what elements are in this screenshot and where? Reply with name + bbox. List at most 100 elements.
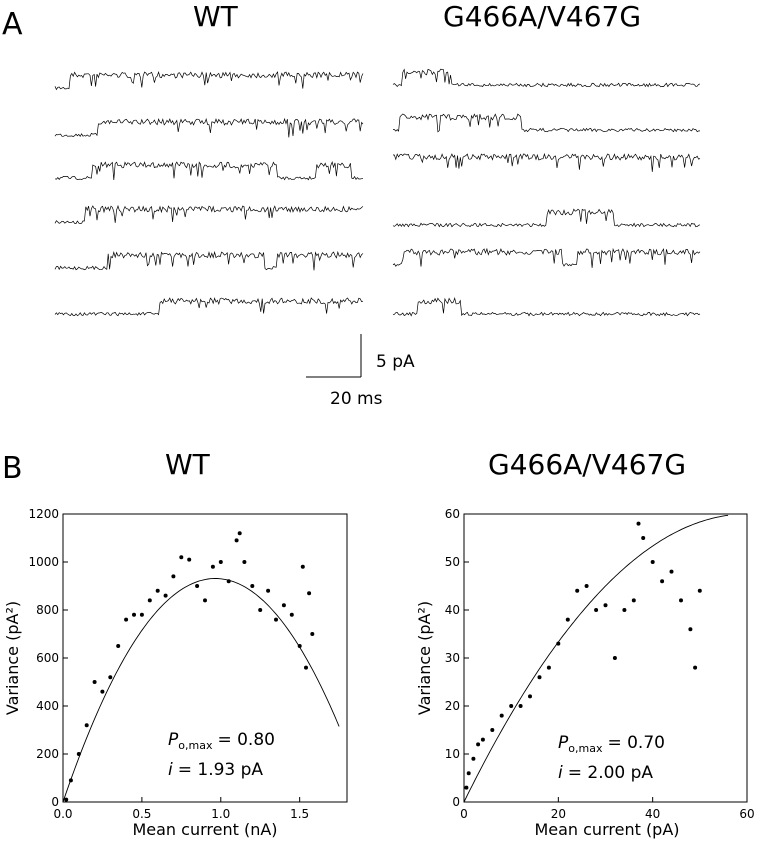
y-tick-label: 600 — [36, 651, 59, 665]
x-tick-label: 0.0 — [53, 807, 72, 821]
wt-x-axis-title: Mean current (nA) — [132, 820, 277, 839]
data-point — [147, 598, 152, 603]
mutant-trace — [392, 68, 701, 88]
scale-bar-time-label: 20 ms — [330, 389, 383, 409]
data-point — [490, 728, 495, 732]
mutant-y-axis: 0 10 20 30 40 50 60 — [445, 507, 469, 809]
x-tick-label: 0 — [460, 807, 468, 821]
x-tick-label: 1.5 — [290, 807, 309, 821]
data-point — [76, 752, 81, 756]
data-point — [480, 737, 485, 742]
data-point — [210, 564, 215, 569]
wt-chart-frame — [62, 513, 348, 803]
y-tick-label: 1000 — [28, 555, 59, 569]
data-point — [242, 560, 247, 564]
data-point — [310, 632, 315, 636]
data-point — [124, 617, 129, 622]
wt-y-axis-title: Variance (pA²) — [3, 601, 22, 715]
wt-fit-curve — [62, 578, 340, 803]
data-point — [464, 785, 469, 790]
data-point — [518, 704, 523, 708]
data-point — [132, 612, 136, 617]
wt-data-points — [64, 531, 315, 802]
data-point — [631, 598, 636, 603]
data-point — [116, 644, 121, 648]
data-point — [679, 598, 683, 603]
x-tick-label: 1.0 — [211, 807, 230, 821]
y-tick-label: 30 — [445, 651, 460, 665]
x-tick-label: 60 — [739, 807, 754, 821]
data-point — [203, 598, 207, 603]
panel-b-title-mutant: G466A/V467G — [488, 448, 686, 481]
data-point — [155, 588, 160, 593]
data-point — [471, 756, 476, 761]
data-point — [565, 617, 570, 622]
mutant-y-axis-title: Variance (pA²) — [415, 601, 434, 715]
data-point — [92, 680, 97, 684]
mutant-trace — [392, 247, 701, 268]
y-tick-label: 60 — [445, 507, 460, 521]
mutant-x-axis-title: Mean current (pA) — [534, 820, 679, 839]
wt-trace — [54, 117, 364, 138]
mutant-chart-frame — [463, 513, 748, 803]
data-point — [234, 538, 239, 543]
data-point — [636, 521, 641, 526]
y-tick-label: 800 — [36, 603, 59, 617]
wt-trace — [54, 161, 364, 181]
data-point — [304, 665, 308, 670]
scale-bar: 5 pA 20 ms — [306, 334, 415, 409]
y-tick-label: 40 — [445, 603, 460, 617]
data-point — [660, 579, 665, 584]
data-point — [300, 564, 305, 569]
y-tick-label: 10 — [445, 747, 460, 761]
wt-i-annotation: i = 1.93 pA — [168, 760, 263, 780]
data-point — [584, 584, 589, 588]
mutant-i-annotation: i = 2.00 pA — [558, 763, 653, 783]
panel-a-letter: A — [2, 7, 23, 42]
x-tick-label: 20 — [551, 807, 566, 821]
data-point — [575, 588, 580, 593]
data-point — [509, 704, 514, 708]
panel-b-title-wt: WT — [165, 448, 211, 481]
data-point — [237, 531, 242, 536]
data-point — [528, 694, 532, 699]
data-point — [650, 560, 655, 564]
y-tick-label: 200 — [36, 747, 59, 761]
wt-x-axis: 0.0 0.5 1.0 1.5 — [53, 797, 309, 821]
data-point — [64, 797, 69, 802]
data-point — [100, 689, 105, 694]
data-point — [556, 641, 561, 646]
panel-a-title-mutant: G466A/V467G — [443, 0, 641, 33]
data-point — [163, 593, 168, 598]
data-point — [68, 778, 73, 783]
mutant-trace — [393, 113, 700, 133]
data-point — [195, 584, 200, 588]
data-point — [622, 608, 627, 612]
data-point — [688, 627, 693, 632]
wt-trace — [54, 297, 364, 317]
mutant-data-points — [464, 521, 702, 790]
x-tick-label: 40 — [645, 807, 660, 821]
panel-b-letter: B — [2, 451, 23, 486]
wt-current-traces — [54, 71, 364, 317]
data-point — [274, 617, 278, 622]
wt-chart: 0 200 400 600 800 1000 1200 0.0 0.5 1.0 1.5 Mean … — [3, 507, 348, 839]
data-point — [179, 555, 184, 560]
y-tick-label: 0 — [452, 795, 460, 809]
data-point — [289, 612, 294, 617]
data-point — [537, 675, 542, 680]
scale-bar-current-label: 5 pA — [376, 352, 415, 372]
mutant-x-axis: 0 20 40 60 — [460, 797, 755, 821]
data-point — [594, 608, 599, 612]
mutant-fit-curve — [463, 514, 729, 803]
mutant-current-traces — [392, 68, 701, 317]
data-point — [466, 771, 471, 776]
y-tick-label: 50 — [445, 555, 460, 569]
mutant-po-annotation: Po,max = 0.70 — [558, 733, 665, 755]
data-point — [499, 713, 504, 718]
wt-trace — [54, 250, 364, 271]
data-point — [266, 588, 271, 593]
wt-po-annotation: Po,max = 0.80 — [168, 730, 275, 752]
